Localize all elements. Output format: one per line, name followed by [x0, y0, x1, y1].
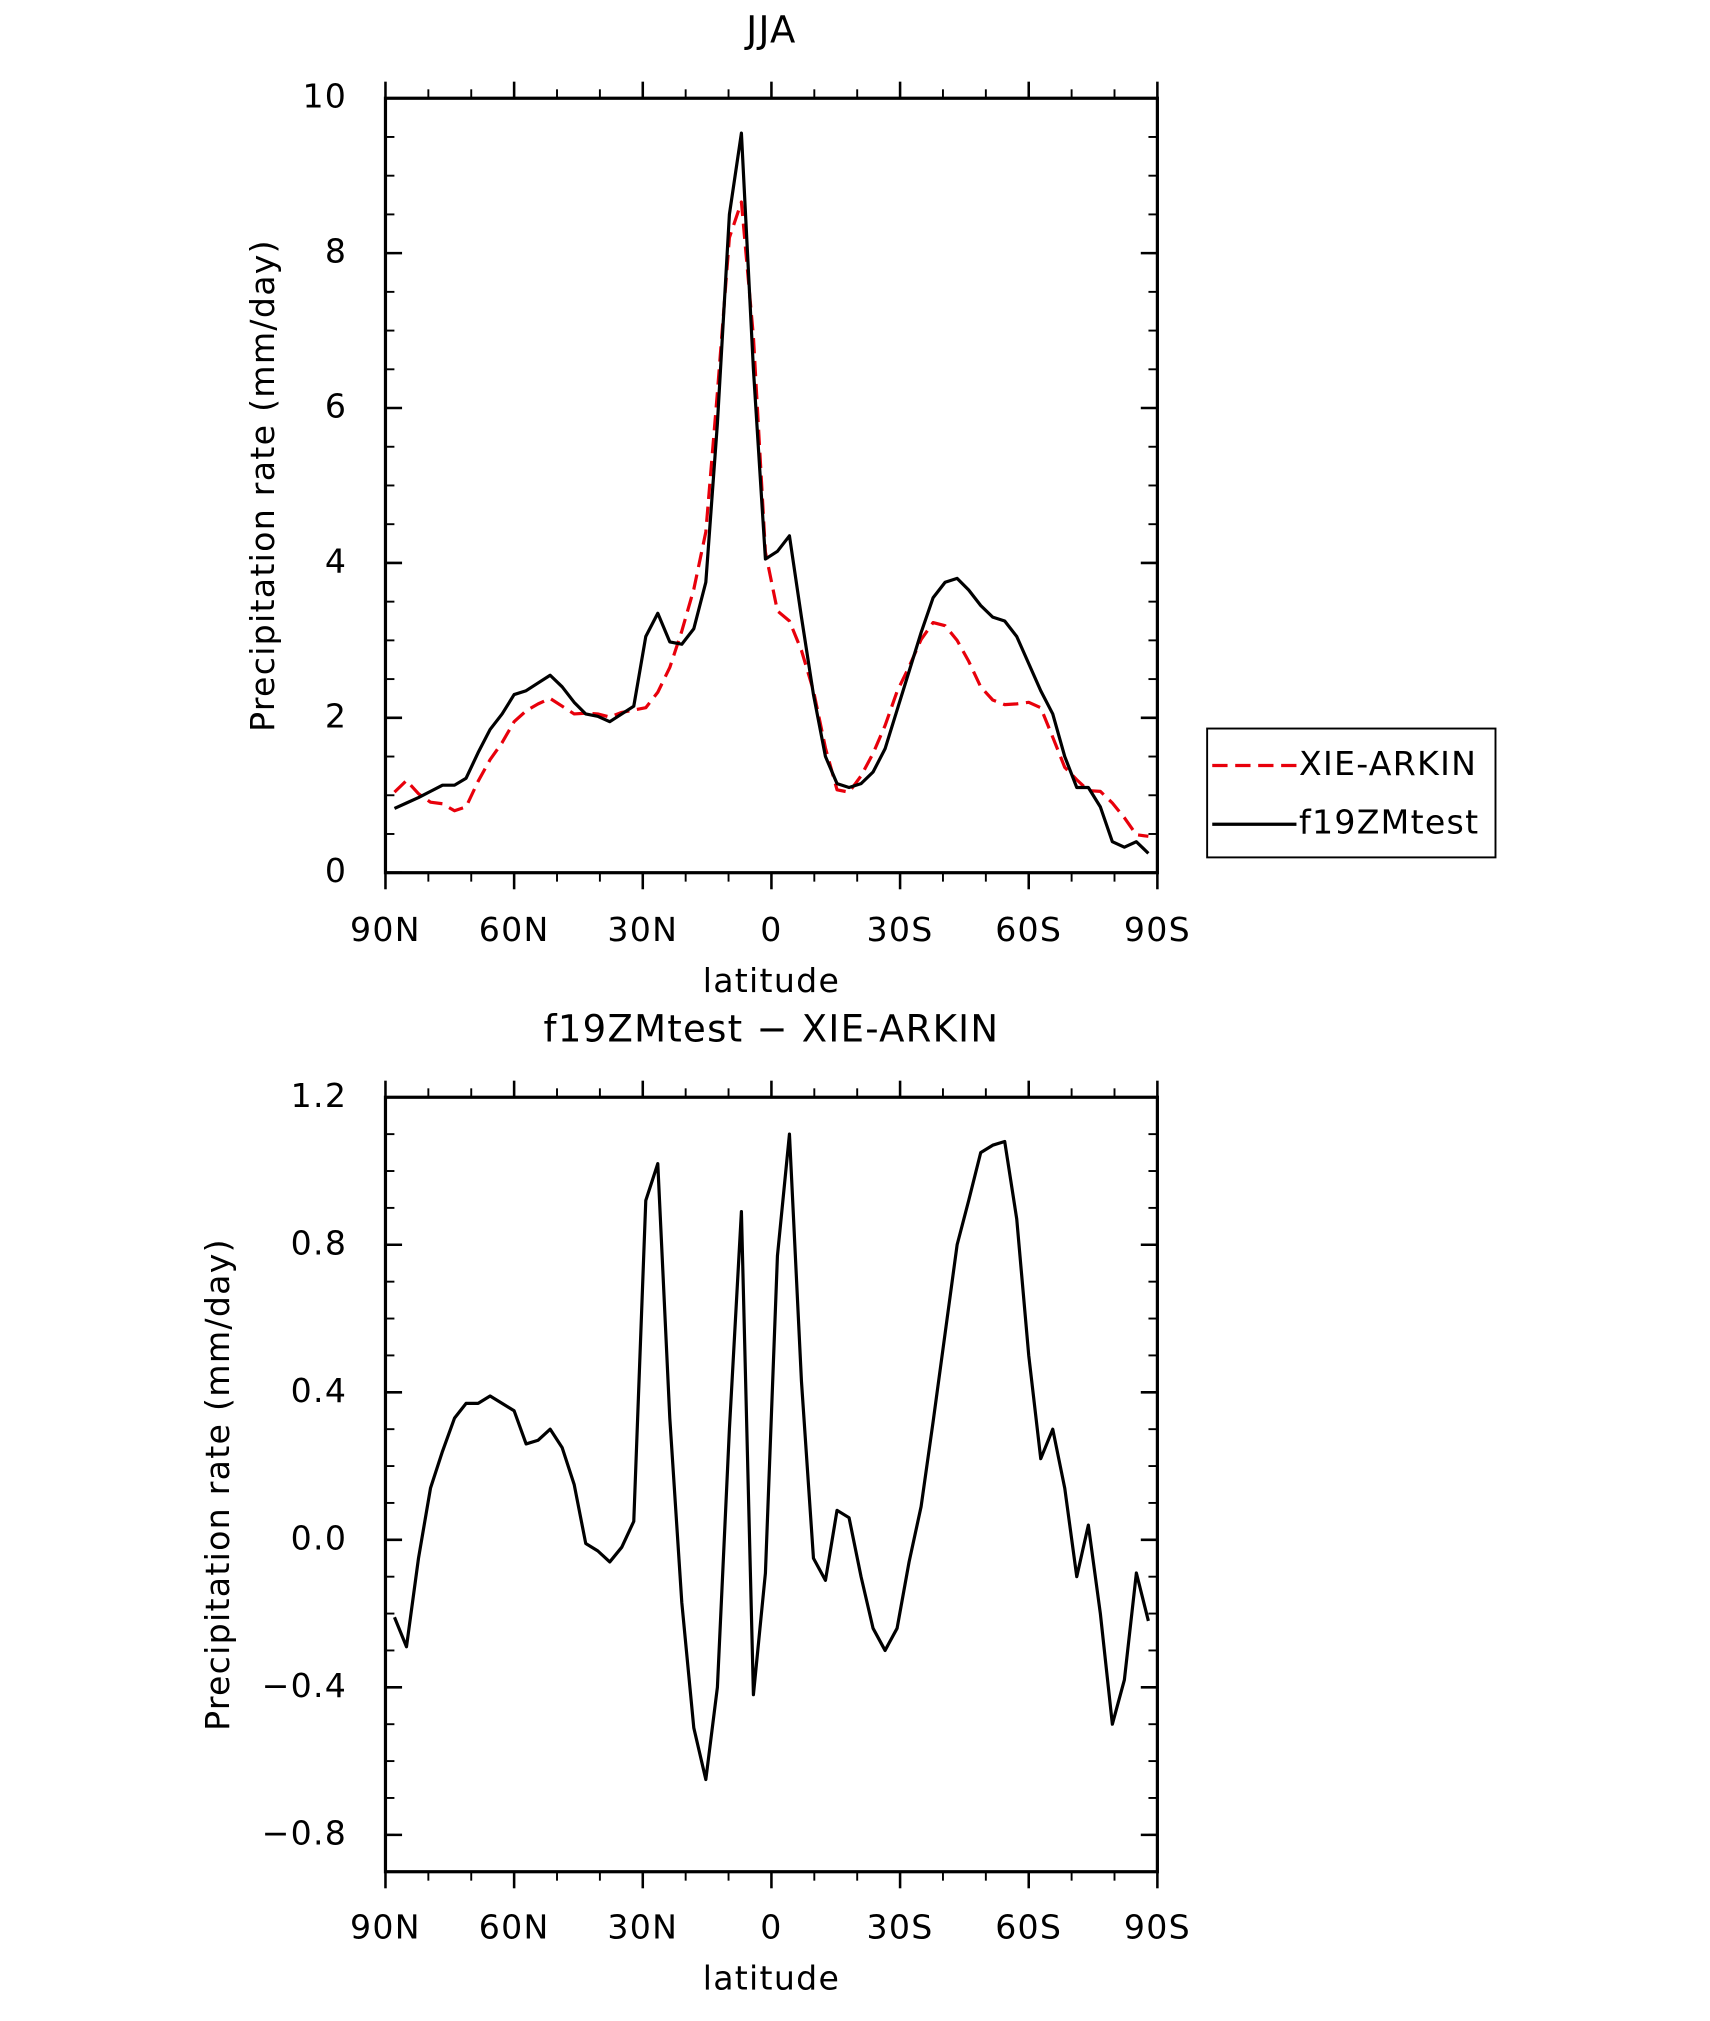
chart-title: JJA: [744, 8, 796, 51]
y-tick-label: 10: [302, 77, 347, 116]
x-tick-label: 30S: [867, 910, 934, 949]
legend-label: f19ZMtest: [1299, 803, 1479, 842]
data-line: [393, 131, 1150, 855]
y-tick-label: 1.2: [291, 1076, 348, 1115]
data-line: [393, 1132, 1150, 1782]
y-tick-label: −0.8: [262, 1813, 348, 1852]
y-tick-label: 0.4: [291, 1371, 348, 1410]
x-tick-label: 30N: [607, 1908, 678, 1947]
x-tick-label: 60N: [479, 1908, 550, 1947]
x-tick-label: 60N: [479, 910, 550, 949]
x-tick-label: 60S: [995, 1908, 1062, 1947]
x-tick-label: 30S: [867, 1908, 934, 1947]
x-tick-label: 60S: [995, 910, 1062, 949]
x-tick-label: 90N: [350, 1908, 421, 1947]
x-tick-label: 30N: [607, 910, 678, 949]
legend-box: [1206, 727, 1497, 859]
x-axis-label: latitude: [703, 961, 840, 1000]
y-tick-label: 0: [325, 851, 347, 890]
y-tick-label: 2: [325, 696, 347, 735]
y-tick-label: 0.8: [291, 1223, 348, 1262]
data-line: [393, 200, 1149, 838]
y-tick-label: 6: [325, 387, 347, 426]
y-tick-label: −0.4: [262, 1666, 348, 1705]
x-tick-label: 90S: [1124, 1908, 1191, 1947]
x-axis-label: latitude: [703, 1959, 840, 1998]
chart-title: f19ZMtest − XIE-ARKIN: [544, 1007, 1000, 1050]
plot-frame: [383, 1095, 1159, 1874]
x-tick-label: 0: [760, 910, 782, 949]
plot-frame: [383, 96, 1159, 875]
y-tick-label: 4: [325, 541, 347, 580]
y-tick-label: 8: [325, 232, 347, 271]
x-tick-label: 90N: [350, 910, 421, 949]
y-tick-label: 0.0: [291, 1518, 348, 1557]
y-axis-label: Precipitation rate (mm/day): [198, 1238, 237, 1731]
x-tick-label: 90S: [1124, 910, 1191, 949]
y-axis-label: Precipitation rate (mm/day): [243, 239, 282, 732]
legend-label: XIE-ARKIN: [1299, 744, 1477, 783]
x-tick-label: 0: [760, 1908, 782, 1947]
